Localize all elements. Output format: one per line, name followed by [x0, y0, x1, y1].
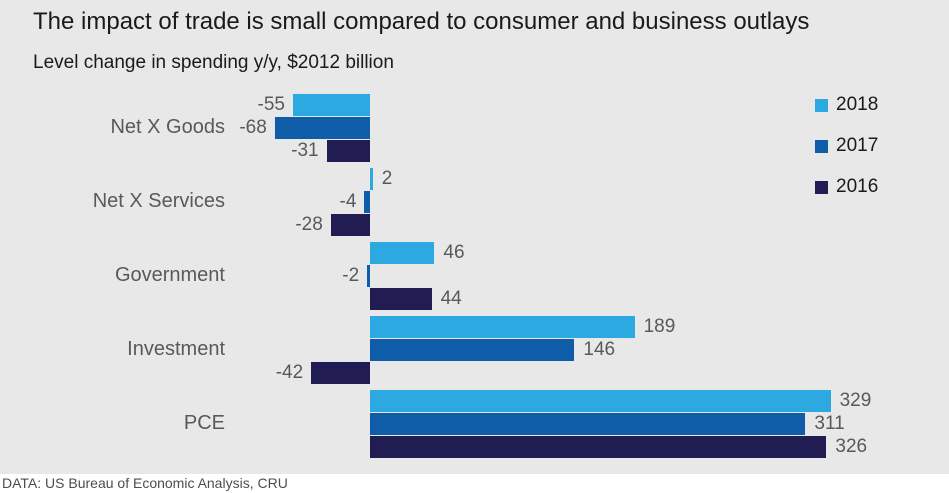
bar — [370, 413, 806, 435]
legend-item: 2018 — [815, 94, 878, 116]
footer-source: DATA: US Bureau of Economic Analysis, CR… — [2, 475, 288, 491]
bar-value-label: 2 — [381, 168, 393, 189]
bar-value-label: 329 — [839, 390, 872, 411]
bar-value-label: 44 — [440, 288, 462, 309]
legend-label: 2016 — [836, 176, 879, 197]
bar — [370, 168, 373, 190]
page-subtitle: Level change in spending y/y, $2012 bill… — [33, 52, 394, 73]
bar — [326, 140, 370, 162]
legend-swatch-icon — [815, 139, 828, 153]
bar-value-label: -31 — [291, 140, 319, 161]
page-title: The impact of trade is small compared to… — [33, 8, 810, 35]
category-label: Investment — [127, 338, 225, 360]
bar — [364, 191, 370, 213]
legend-label: 2018 — [836, 94, 879, 115]
bar-value-label: 326 — [835, 436, 868, 457]
bar-value-label: 46 — [443, 242, 465, 263]
legend: 2018 2017 2016 — [815, 94, 878, 217]
bar — [370, 339, 575, 361]
bar-value-label: 146 — [583, 339, 616, 360]
bar — [367, 265, 370, 287]
bar — [370, 242, 435, 264]
bar — [370, 390, 831, 412]
legend-label: 2017 — [836, 135, 879, 156]
category-label: Net X Goods — [110, 116, 225, 138]
bar-value-label: -68 — [239, 117, 267, 138]
category-label: PCE — [183, 412, 225, 434]
category-label: Government — [114, 264, 225, 286]
bar — [293, 94, 370, 116]
legend-item: 2016 — [815, 176, 878, 198]
footer-bar: DATA: US Bureau of Economic Analysis, CR… — [0, 474, 949, 493]
legend-swatch-icon — [815, 180, 828, 194]
bar-value-label: 311 — [814, 413, 845, 434]
bar — [370, 316, 635, 338]
legend-item: 2017 — [815, 135, 878, 157]
bar — [330, 214, 370, 236]
bar-value-label: -55 — [257, 94, 285, 115]
bar-value-label: -42 — [275, 362, 304, 383]
bar — [370, 288, 432, 310]
bar-value-label: 189 — [643, 316, 676, 337]
legend-swatch-icon — [815, 98, 828, 112]
bar-value-label: -4 — [339, 191, 357, 212]
bar — [274, 117, 370, 139]
bar — [311, 362, 370, 384]
category-label: Net X Services — [92, 190, 225, 212]
bar-value-label: -2 — [342, 265, 360, 286]
bar — [370, 436, 827, 458]
bar-value-label: -28 — [295, 214, 323, 235]
